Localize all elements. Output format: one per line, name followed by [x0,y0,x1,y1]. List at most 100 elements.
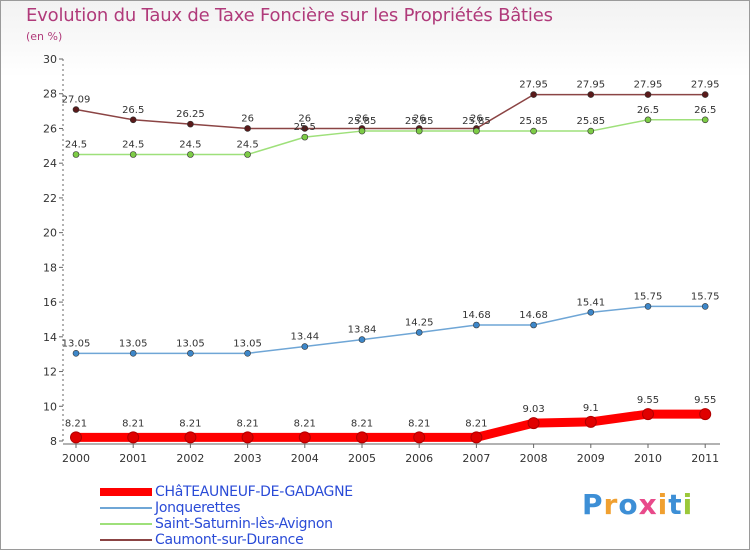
data-label: 27.95 [519,80,548,91]
data-point [72,151,80,158]
data-point [301,125,309,132]
data-label: 8.21 [236,418,258,429]
x-tick-label: 2007 [462,452,490,465]
data-label: 8.21 [351,418,373,429]
unit-label: (en %) [26,30,63,43]
x-tick-label: 2008 [520,452,548,465]
logo-letter: i [682,488,694,521]
data-point [301,343,309,350]
data-point [644,303,652,310]
data-label: 25.85 [348,116,377,127]
y-tick-label: 8 [50,435,57,448]
data-point [701,303,709,310]
data-point [530,91,537,98]
y-tick-label: 28 [43,88,57,101]
data-label: 14.68 [519,310,548,321]
data-label: 9.55 [694,395,716,406]
legend-label: CHâTEAUNEUF-DE-GADAGNE [155,484,353,500]
data-label: 9.03 [522,404,544,415]
data-label: 26 [470,113,483,124]
legend-swatch [100,507,152,509]
x-tick-label: 2005 [348,452,376,465]
logo-letter: P [582,488,604,521]
data-label: 8.21 [408,418,430,429]
x-tick-label: 2002 [176,452,204,465]
logo-letter: o [618,488,639,521]
x-tick-label: 2006 [405,452,433,465]
x-tick-label: 2011 [691,452,719,465]
data-point [70,431,82,444]
data-point [415,127,423,135]
series-line [75,119,706,156]
data-label: 26 [298,113,311,124]
y-tick-label: 18 [43,261,57,274]
data-point [244,350,251,357]
data-label: 8.21 [294,418,316,429]
y-tick-label: 10 [43,400,57,413]
data-label: 13.05 [62,338,91,349]
x-tick-label: 2004 [291,452,319,465]
data-label: 27.95 [691,80,720,91]
data-point [187,120,194,128]
data-label: 13.44 [290,332,319,343]
data-point [530,321,537,329]
y-tick-label: 26 [43,122,57,135]
legend-swatch [100,523,152,525]
data-label: 9.55 [637,395,659,406]
data-label: 13.05 [176,338,205,349]
data-point [527,417,540,430]
data-point [184,431,197,444]
data-point [244,125,251,132]
logo-letter: r [603,488,619,521]
data-point [413,431,426,444]
data-label: 8.21 [465,418,487,429]
y-tick-label: 30 [43,53,57,66]
y-tick-label: 14 [43,331,57,344]
x-tick-label: 2009 [577,452,605,465]
data-label: 27.09 [62,95,91,106]
data-point [72,350,80,357]
data-point [187,151,194,158]
data-label: 8.21 [65,418,87,429]
data-label: 24.5 [236,140,258,151]
data-point [129,116,137,124]
data-label: 26 [241,113,254,124]
y-tick-label: 22 [43,192,57,205]
data-label: 26.25 [176,109,205,120]
x-tick-label: 2010 [634,452,662,465]
data-label: 25.85 [519,116,548,127]
data-point [129,350,137,357]
data-point [587,91,595,98]
data-label: 25.85 [405,116,434,127]
data-point [415,329,423,336]
data-label: 27.95 [634,80,663,91]
data-label: 24.5 [65,140,87,151]
data-label: 26.5 [694,105,716,116]
data-label: 15.75 [634,291,663,302]
data-point [642,408,654,421]
data-point [584,415,597,428]
x-tick-label: 2000 [62,452,90,465]
data-point [72,106,80,113]
data-label: 15.75 [691,291,720,302]
data-label: 13.05 [233,338,262,349]
data-point [473,321,480,329]
data-point [587,127,595,135]
data-label: 24.5 [179,140,201,151]
legend-label: Jonquerettes [155,500,241,516]
data-point [244,151,251,158]
legend-label: Saint-Saturnin-lès-Avignon [155,516,333,532]
data-label: 26 [356,113,369,124]
data-point [644,91,652,98]
logo-letter: x [638,488,658,521]
series-line [75,93,706,130]
x-tick-label: 2001 [119,452,147,465]
data-label: 8.21 [179,418,201,429]
data-point [356,431,368,444]
data-label: 13.84 [348,325,377,336]
y-tick-label: 12 [43,366,57,379]
data-point [358,336,366,343]
data-point [241,431,254,444]
